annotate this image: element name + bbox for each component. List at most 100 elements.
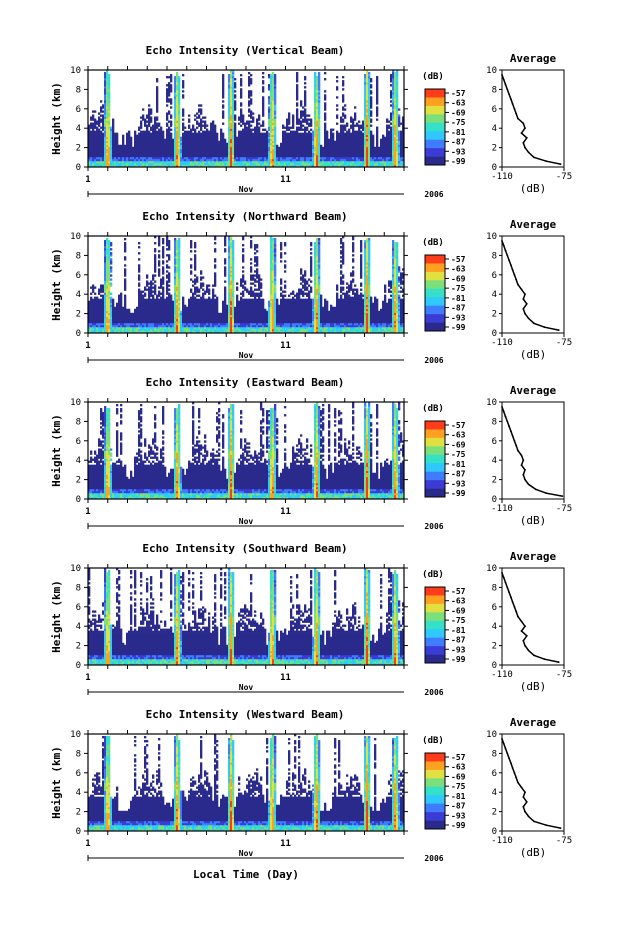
heatmap-cell <box>292 148 295 152</box>
heatmap-cell <box>324 144 327 148</box>
heatmap-cell <box>198 136 201 140</box>
heatmap-cell <box>390 132 393 135</box>
heatmap-cell <box>390 138 393 142</box>
heatmap-cell <box>104 288 107 291</box>
heatmap-cell <box>372 150 375 154</box>
heatmap-cell <box>288 156 291 160</box>
heatmap-cell <box>274 124 277 127</box>
heatmap-cell <box>116 150 119 154</box>
heatmap-cell <box>326 162 329 166</box>
heatmap-cell <box>300 138 303 142</box>
heatmap-cell <box>194 150 197 154</box>
heatmap-cell <box>318 130 321 133</box>
heatmap-cell <box>248 146 251 150</box>
heatmap-cell <box>108 162 111 166</box>
heatmap-cell <box>120 160 123 164</box>
heatmap-cell <box>100 326 103 330</box>
heatmap-cell <box>178 150 181 154</box>
heatmap-cell <box>164 154 167 158</box>
heatmap-cell <box>118 304 121 308</box>
heatmap-cell <box>266 136 269 140</box>
heatmap-cell <box>402 128 404 131</box>
heatmap-cell <box>364 102 367 105</box>
heatmap-cell <box>124 282 127 285</box>
heatmap-cell <box>164 152 167 156</box>
heatmap-cell <box>96 326 99 330</box>
heatmap-cell <box>306 126 309 129</box>
heatmap-cell <box>344 146 347 150</box>
heatmap-cell <box>394 108 397 111</box>
heatmap-cell <box>308 146 311 150</box>
heatmap-cell <box>246 138 249 142</box>
heatmap-cell <box>368 90 371 93</box>
heatmap-cell <box>146 280 149 283</box>
heatmap-cell <box>364 152 367 156</box>
heatmap-cell <box>194 130 197 133</box>
heatmap-cell <box>148 298 151 301</box>
heatmap-cell <box>148 118 151 121</box>
heatmap-cell <box>104 152 107 156</box>
heatmap-cell <box>244 124 247 127</box>
heatmap-cell <box>132 150 135 154</box>
heatmap-cell <box>98 288 101 291</box>
heatmap-cell <box>250 150 253 154</box>
heatmap-cell <box>220 160 223 164</box>
heatmap-cell <box>402 124 404 127</box>
heatmap-cell <box>244 158 247 162</box>
heatmap-cell <box>386 156 389 160</box>
heatmap-cell <box>372 140 375 144</box>
heatmap-cell <box>176 80 179 83</box>
heatmap-cell <box>382 164 385 167</box>
heatmap-cell <box>234 154 237 158</box>
heatmap-cell <box>176 98 179 101</box>
heatmap-cell <box>90 152 93 156</box>
heatmap-cell <box>174 152 177 156</box>
heatmap-cell <box>230 140 233 144</box>
heatmap-cell <box>332 158 335 162</box>
heatmap-cell <box>310 122 313 125</box>
heatmap-cell <box>106 142 109 146</box>
heatmap-cell <box>230 146 233 150</box>
heatmap-cell <box>376 152 379 156</box>
heatmap-cell <box>244 138 247 142</box>
heatmap-cell <box>400 132 403 135</box>
heatmap-cell <box>238 138 241 142</box>
heatmap-cell <box>204 126 207 129</box>
heatmap-cell <box>318 90 321 93</box>
heatmap-cell <box>266 134 269 137</box>
heatmap-cell <box>100 324 103 328</box>
heatmap-cell <box>394 100 397 103</box>
heatmap-cell <box>234 152 237 156</box>
heatmap-cell <box>296 74 299 77</box>
heatmap-cell <box>198 134 201 137</box>
heatmap-cell <box>242 158 245 162</box>
heatmap-cell <box>334 140 337 144</box>
heatmap-cell <box>136 152 139 156</box>
heatmap-cell <box>230 154 233 158</box>
heatmap-cell <box>314 98 317 101</box>
heatmap-cell <box>276 150 279 154</box>
heatmap-cell <box>302 158 305 162</box>
heatmap-cell <box>248 132 251 135</box>
heatmap-cell <box>104 74 107 77</box>
heatmap-cell <box>344 154 347 158</box>
heatmap-cell <box>144 318 147 322</box>
heatmap-cell <box>154 298 157 301</box>
heatmap-cell <box>306 114 309 117</box>
heatmap-cell <box>372 146 375 150</box>
heatmap-cell <box>182 164 185 167</box>
heatmap-cell <box>326 140 329 144</box>
heatmap-cell <box>140 122 143 125</box>
heatmap-cell <box>272 102 275 105</box>
heatmap-cell <box>228 100 231 103</box>
heatmap-cell <box>154 148 157 152</box>
heatmap-cell <box>356 122 359 125</box>
heatmap-cell <box>166 150 169 154</box>
heatmap-cell <box>156 102 159 105</box>
heatmap-cell <box>104 310 107 314</box>
heatmap-cell <box>216 152 219 156</box>
heatmap-cell <box>366 112 369 115</box>
heatmap-cell <box>90 318 93 322</box>
heatmap-cell <box>344 116 347 119</box>
heatmap-cell <box>370 146 373 150</box>
